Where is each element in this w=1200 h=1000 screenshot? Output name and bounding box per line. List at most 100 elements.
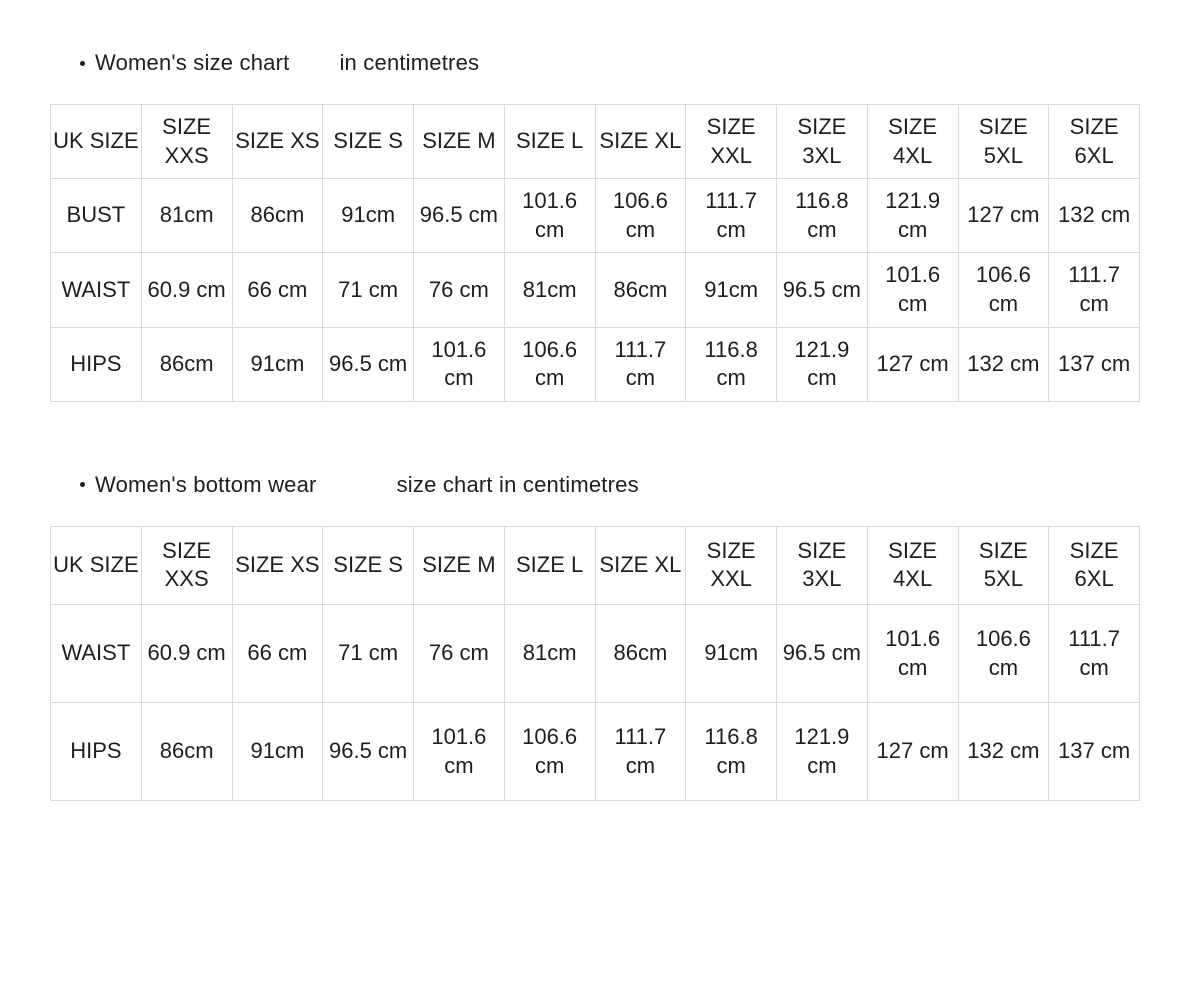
column-header: SIZE S xyxy=(323,105,414,179)
table-cell: 91cm xyxy=(232,703,323,801)
column-header: SIZE 4XL xyxy=(867,526,958,604)
table-cell: 106.6 cm xyxy=(958,253,1049,327)
column-header: SIZE L xyxy=(504,105,595,179)
column-header: SIZE 5XL xyxy=(958,526,1049,604)
table-cell: 71 cm xyxy=(323,253,414,327)
section1-title: Women's size chart in centimetres xyxy=(50,50,1150,76)
table-cell: 66 cm xyxy=(232,253,323,327)
table-cell: 111.7 cm xyxy=(1049,253,1140,327)
column-header: SIZE M xyxy=(414,526,505,604)
section1-title-part1: Women's size chart xyxy=(95,50,289,76)
column-header: SIZE 6XL xyxy=(1049,526,1140,604)
section2-title-part1: Women's bottom wear xyxy=(95,472,317,498)
column-header: UK SIZE xyxy=(51,105,142,179)
table-cell: 116.8 cm xyxy=(686,327,777,401)
section1-tbody: UK SIZESIZE XXSSIZE XSSIZE SSIZE MSIZE L… xyxy=(51,105,1140,402)
table-cell: 81cm xyxy=(504,253,595,327)
table-cell: 96.5 cm xyxy=(323,703,414,801)
bullet-icon xyxy=(80,61,85,66)
table-cell: 86cm xyxy=(595,253,686,327)
table-cell: 76 cm xyxy=(414,253,505,327)
column-header: SIZE 6XL xyxy=(1049,105,1140,179)
column-header: UK SIZE xyxy=(51,526,142,604)
column-header: SIZE XS xyxy=(232,105,323,179)
table-cell: 111.7 cm xyxy=(595,703,686,801)
table-cell: 96.5 cm xyxy=(777,604,868,702)
bullet-icon xyxy=(80,482,85,487)
table-cell: 91cm xyxy=(686,604,777,702)
section2-tbody: UK SIZESIZE XXSSIZE XSSIZE SSIZE MSIZE L… xyxy=(51,526,1140,801)
table-cell: 116.8 cm xyxy=(686,703,777,801)
column-header: SIZE XS xyxy=(232,526,323,604)
section1-title-part2: in centimetres xyxy=(339,50,479,76)
table-cell: 76 cm xyxy=(414,604,505,702)
column-header: SIZE 3XL xyxy=(777,526,868,604)
section2-title: Women's bottom wear size chart in centim… xyxy=(50,472,1150,498)
column-header: SIZE XL xyxy=(595,526,686,604)
table-cell: 101.6 cm xyxy=(867,604,958,702)
table-cell: 106.6 cm xyxy=(504,703,595,801)
table-cell: 121.9 cm xyxy=(867,179,958,253)
table-row: UK SIZESIZE XXSSIZE XSSIZE SSIZE MSIZE L… xyxy=(51,526,1140,604)
column-header: SIZE XL xyxy=(595,105,686,179)
table-cell: 137 cm xyxy=(1049,703,1140,801)
table-row: HIPS86cm91cm96.5 cm101.6 cm106.6 cm111.7… xyxy=(51,703,1140,801)
table-row: WAIST60.9 cm66 cm71 cm76 cm81cm86cm91cm9… xyxy=(51,253,1140,327)
section1-table: UK SIZESIZE XXSSIZE XSSIZE SSIZE MSIZE L… xyxy=(50,104,1140,402)
column-header: SIZE 5XL xyxy=(958,105,1049,179)
table-cell: 60.9 cm xyxy=(141,253,232,327)
table-row: BUST81cm86cm91cm96.5 cm101.6 cm106.6 cm1… xyxy=(51,179,1140,253)
page: Women's size chart in centimetres UK SIZ… xyxy=(0,0,1200,801)
table-cell: 71 cm xyxy=(323,604,414,702)
table-cell: 86cm xyxy=(595,604,686,702)
table-cell: 106.6 cm xyxy=(958,604,1049,702)
table-cell: 91cm xyxy=(323,179,414,253)
table-cell: 101.6 cm xyxy=(414,327,505,401)
table-cell: 86cm xyxy=(232,179,323,253)
table-cell: 111.7 cm xyxy=(1049,604,1140,702)
table-cell: 101.6 cm xyxy=(867,253,958,327)
column-header: SIZE 4XL xyxy=(867,105,958,179)
table-row: WAIST60.9 cm66 cm71 cm76 cm81cm86cm91cm9… xyxy=(51,604,1140,702)
table-cell: 86cm xyxy=(141,703,232,801)
table-cell: 121.9 cm xyxy=(777,703,868,801)
table-cell: 132 cm xyxy=(1049,179,1140,253)
row-label: WAIST xyxy=(51,604,142,702)
column-header: SIZE S xyxy=(323,526,414,604)
table-cell: 106.6 cm xyxy=(595,179,686,253)
row-label: HIPS xyxy=(51,703,142,801)
table-cell: 111.7 cm xyxy=(595,327,686,401)
table-cell: 96.5 cm xyxy=(323,327,414,401)
table-cell: 86cm xyxy=(141,327,232,401)
table-cell: 121.9 cm xyxy=(777,327,868,401)
table-cell: 111.7 cm xyxy=(686,179,777,253)
table-cell: 66 cm xyxy=(232,604,323,702)
column-header: SIZE 3XL xyxy=(777,105,868,179)
table-cell: 132 cm xyxy=(958,327,1049,401)
section2-title-part2: size chart in centimetres xyxy=(397,472,639,498)
row-label: HIPS xyxy=(51,327,142,401)
table-row: UK SIZESIZE XXSSIZE XSSIZE SSIZE MSIZE L… xyxy=(51,105,1140,179)
table-cell: 116.8 cm xyxy=(777,179,868,253)
table-cell: 81cm xyxy=(141,179,232,253)
table-cell: 81cm xyxy=(504,604,595,702)
table-cell: 106.6 cm xyxy=(504,327,595,401)
table-cell: 101.6 cm xyxy=(504,179,595,253)
row-label: WAIST xyxy=(51,253,142,327)
column-header: SIZE XXL xyxy=(686,105,777,179)
table-cell: 127 cm xyxy=(958,179,1049,253)
column-header: SIZE XXL xyxy=(686,526,777,604)
table-cell: 127 cm xyxy=(867,327,958,401)
table-cell: 137 cm xyxy=(1049,327,1140,401)
table-cell: 101.6 cm xyxy=(414,703,505,801)
column-header: SIZE M xyxy=(414,105,505,179)
section2-table: UK SIZESIZE XXSSIZE XSSIZE SSIZE MSIZE L… xyxy=(50,526,1140,802)
table-cell: 96.5 cm xyxy=(777,253,868,327)
table-cell: 91cm xyxy=(232,327,323,401)
column-header: SIZE L xyxy=(504,526,595,604)
table-cell: 127 cm xyxy=(867,703,958,801)
table-cell: 91cm xyxy=(686,253,777,327)
table-cell: 132 cm xyxy=(958,703,1049,801)
table-cell: 60.9 cm xyxy=(141,604,232,702)
column-header: SIZE XXS xyxy=(141,526,232,604)
